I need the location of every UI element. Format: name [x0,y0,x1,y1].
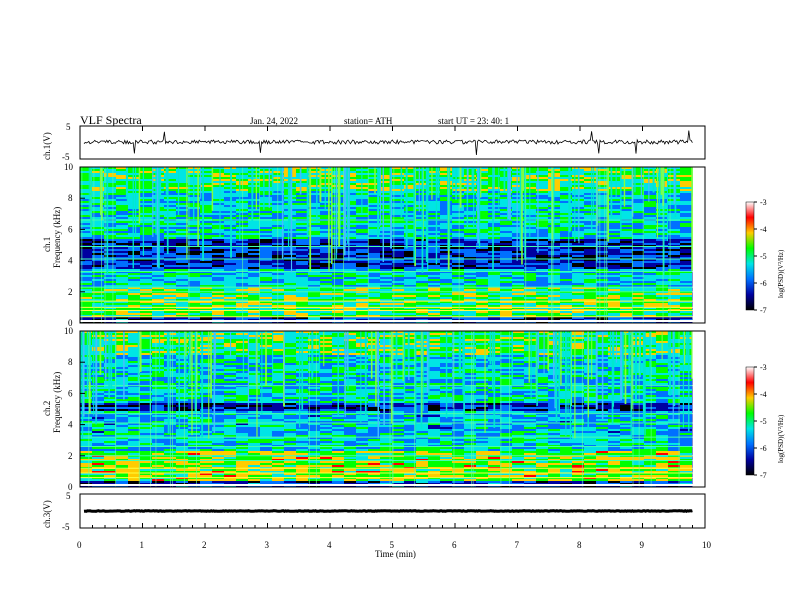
ch1-spectrogram-panel: 0 2 4 6 8 10 ch.1 Frequency (kHz) [42,162,706,328]
xtick-label: 5 [390,540,395,550]
start-time-label: start UT = 23: 40: 1 [438,116,509,126]
colorbar-tick-label: -4 [760,390,767,399]
colorbar-tick-label: -5 [760,417,767,426]
ytick-label: 6 [68,388,73,398]
ytick-label: 4 [68,420,73,430]
xtick-label: 1 [140,540,145,550]
ch1-spectrogram [80,167,693,323]
time-axis: 0 1 2 3 4 5 6 7 8 9 10 [77,126,712,550]
ch1-spec-ylabel: ch.1 [42,237,52,252]
colorbar-tick-label: -4 [760,225,767,234]
colorbar-label: log(PSD)(V²/Hz) [777,249,785,298]
date-label: Jan. 24, 2022 [250,116,298,126]
figure-title: VLF Spectra [80,113,142,127]
xtick-label: 4 [327,540,332,550]
xtick-label: 10 [702,540,712,550]
ch2-spectrogram-panel: 0 2 4 6 8 10 ch.2 Frequency (kHz) [42,326,706,492]
colorbar-gradient [745,201,755,311]
ytick-label: 10 [64,326,74,336]
ch1-voltage-trace [83,130,693,156]
ch1-ytick-top: 5 [66,122,71,132]
xtick-label: 0 [77,540,82,550]
ch1-ytick-bottom: -5 [62,152,70,162]
bottom-strip [80,484,693,486]
colorbar-tick-label: -7 [760,306,767,315]
ch1-voltage-panel: 5 -5 ch.1(V) [42,122,706,162]
xtick-label: 6 [452,540,457,550]
ch3-voltage-panel: 5 -5 ch.3(V) [42,491,706,532]
ytick-label: 8 [68,357,73,367]
ch1-colorbar: -3 -4 -5 -6 -7 log(PSD)(V²/Hz) [745,198,785,315]
colorbar-tick-label: -7 [760,471,767,480]
bottom-strip [80,320,693,322]
ytick-label: 8 [68,193,73,203]
ytick-label: 6 [68,224,73,234]
ytick-label: 2 [68,287,73,297]
ch3-ytick-bottom: -5 [62,522,70,532]
ch1-voltage-ylabel: ch.1(V) [42,132,52,160]
colorbar-tick-label: -6 [760,444,767,453]
colorbar-tick-label: -6 [760,279,767,288]
xtick-label: 9 [640,540,645,550]
ch2-spec-ylabel-freq: Frequency (kHz) [52,372,62,433]
colorbar-tick-label: -3 [760,198,767,207]
colorbar-tick-label: -5 [760,252,767,261]
ytick-label: 2 [68,451,73,461]
ch2-colorbar: -3 -4 -5 -6 -7 log(PSD)(V²/Hz) [745,363,785,480]
xtick-label: 7 [515,540,520,550]
ch2-spec-ylabel: ch.2 [42,401,52,416]
station-label: station= ATH [344,116,393,126]
ch1-spec-ylabel-freq: Frequency (kHz) [52,207,62,268]
colorbar-tick-label: -3 [760,363,767,372]
xtick-label: 3 [265,540,270,550]
colorbar-label: log(PSD)(V²/Hz) [777,414,785,463]
ch3-voltage-trace [83,509,693,513]
ch2-spectrogram [79,331,693,487]
colorbar-gradient [745,366,755,476]
ytick-label: 0 [68,482,73,492]
ytick-label: 0 [68,318,73,328]
xtick-label: 8 [577,540,582,550]
xtick-label: 2 [202,540,207,550]
ch3-ytick-top: 5 [66,491,71,501]
time-axis-label: Time (min) [375,549,416,559]
ytick-label: 4 [68,256,73,266]
ch3-voltage-ylabel: ch.3(V) [42,500,52,528]
ytick-label: 10 [64,162,74,172]
